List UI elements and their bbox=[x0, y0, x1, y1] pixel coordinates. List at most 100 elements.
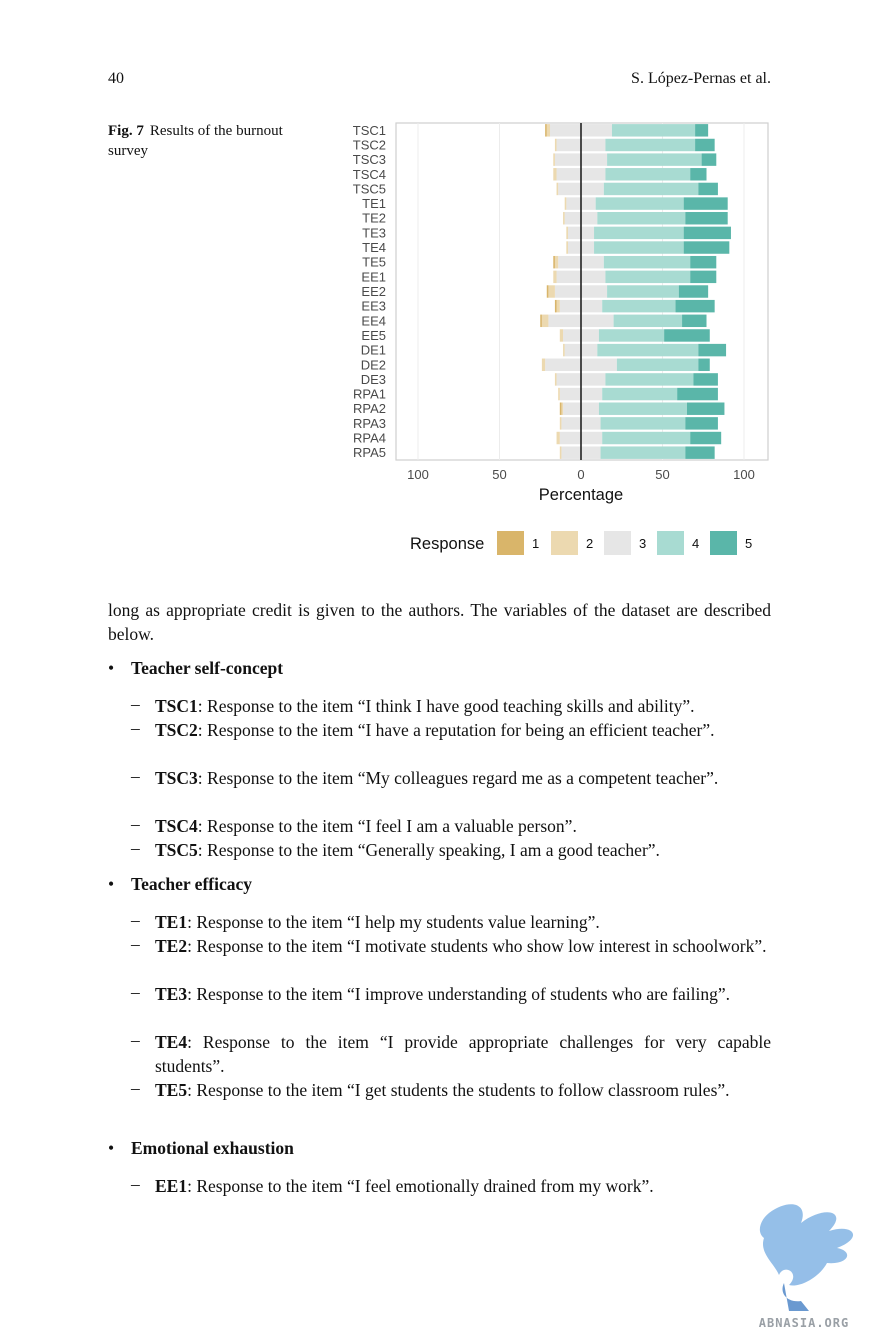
y-tick-label: DE2 bbox=[361, 357, 386, 372]
y-tick-label: TE2 bbox=[362, 211, 386, 226]
item-text: : Response to the item “I motivate stude… bbox=[187, 936, 767, 956]
bar-RPA4-response-2 bbox=[556, 431, 560, 445]
bar-TE3-response-4 bbox=[594, 226, 684, 240]
bar-EE4-response-5 bbox=[682, 314, 707, 328]
section-title: Emotional exhaustion bbox=[131, 1138, 294, 1158]
item-code: TSC5 bbox=[155, 840, 198, 860]
legend-label: 1 bbox=[532, 536, 539, 551]
bar-EE5-response-5 bbox=[664, 329, 710, 342]
item-text: : Response to the item “I feel emotional… bbox=[187, 1176, 654, 1196]
y-tick-label: RPA4 bbox=[353, 431, 386, 446]
bar-TE5-response-1 bbox=[553, 255, 555, 269]
bar-TE2-response-4 bbox=[597, 212, 686, 225]
y-tick-label: EE2 bbox=[361, 284, 386, 299]
bar-RPA4-response-4 bbox=[602, 431, 691, 445]
bar-TSC1-response-5 bbox=[695, 124, 709, 137]
bar-DE2-response-2 bbox=[541, 358, 546, 371]
bar-TSC4-response-4 bbox=[605, 168, 691, 181]
bar-TSC2-response-5 bbox=[695, 138, 715, 152]
bar-RPA5-response-4 bbox=[600, 446, 686, 459]
item-code: TSC3 bbox=[155, 768, 198, 788]
item-text: : Response to the item “I provide approp… bbox=[155, 1032, 771, 1076]
bar-EE4-response-1 bbox=[540, 314, 542, 328]
bar-EE3-response-5 bbox=[675, 299, 715, 313]
bar-RPA2-response-2 bbox=[561, 402, 564, 415]
section-title: Teacher self-concept bbox=[131, 658, 284, 678]
list-item: TSC3: Response to the item “My colleague… bbox=[155, 766, 771, 790]
dash: – bbox=[131, 718, 140, 738]
bar-EE3-response-2 bbox=[556, 299, 560, 313]
bar-EE5-response-2 bbox=[559, 329, 564, 342]
bar-DE3-response-4 bbox=[605, 373, 694, 386]
bar-EE1-response-5 bbox=[690, 270, 717, 284]
item-code: TE5 bbox=[155, 1080, 188, 1100]
y-tick-label: TSC2 bbox=[353, 137, 386, 152]
legend-title: Response bbox=[410, 535, 484, 553]
item-text: : Response to the item “Generally speaki… bbox=[197, 840, 660, 860]
bar-EE2-response-4 bbox=[607, 285, 679, 298]
bar-TSC3-response-4 bbox=[607, 153, 702, 166]
bar-TE3-response-5 bbox=[683, 226, 731, 240]
legend-swatch-1 bbox=[497, 531, 524, 555]
bar-TE4-response-5 bbox=[683, 241, 730, 254]
x-tick-label: 0 bbox=[577, 467, 584, 482]
y-tick-label: RPA1 bbox=[353, 387, 386, 402]
bar-RPA4-response-5 bbox=[690, 431, 722, 445]
bar-EE1-response-4 bbox=[605, 270, 691, 284]
dash: – bbox=[131, 694, 140, 714]
dash: – bbox=[131, 982, 140, 1002]
bar-DE2-response-4 bbox=[616, 358, 699, 371]
figure-label: Fig. 7 bbox=[108, 123, 144, 139]
bar-TE4-response-4 bbox=[594, 241, 684, 254]
item-text: : Response to the item “I help my studen… bbox=[187, 912, 600, 932]
x-tick-label: 50 bbox=[492, 467, 506, 482]
item-text: : Response to the item “I feel I am a va… bbox=[197, 816, 577, 836]
bar-RPA2-response-1 bbox=[559, 402, 562, 415]
bar-TSC4-response-5 bbox=[690, 168, 707, 181]
dash: – bbox=[131, 1078, 140, 1098]
item-text: : Response to the item “I think I have g… bbox=[197, 696, 695, 716]
y-tick-label: DE3 bbox=[361, 372, 386, 387]
legend-swatch-2 bbox=[551, 531, 578, 555]
bar-EE1-response-2 bbox=[553, 270, 557, 284]
likert-chart: TSC1TSC2TSC3TSC4TSC5TE1TE2TE3TE4TE5EE1EE… bbox=[353, 122, 769, 555]
list-item: TSC1: Response to the item “I think I ha… bbox=[155, 694, 771, 718]
bar-RPA1-response-4 bbox=[602, 387, 678, 401]
bar-DE1-response-2 bbox=[563, 343, 565, 357]
dash: – bbox=[131, 766, 140, 786]
item-code: EE1 bbox=[155, 1176, 188, 1196]
page-number: 40 bbox=[108, 70, 124, 87]
bar-TE1-response-4 bbox=[595, 197, 684, 210]
bar-TE5-response-4 bbox=[603, 255, 691, 269]
bar-TSC5-response-2 bbox=[556, 182, 559, 196]
y-tick-label: EE4 bbox=[361, 313, 386, 328]
item-code: TE3 bbox=[155, 984, 188, 1004]
bar-RPA2-response-4 bbox=[598, 402, 687, 415]
bar-RPA5-response-2 bbox=[559, 446, 562, 459]
bar-TSC2-response-4 bbox=[605, 138, 696, 152]
y-tick-label: RPA3 bbox=[353, 416, 386, 431]
running-header-authors: S. López-Pernas et al. bbox=[631, 70, 771, 87]
legend-label: 2 bbox=[586, 536, 593, 551]
bar-TE2-response-5 bbox=[685, 212, 728, 225]
bar-EE4-response-4 bbox=[613, 314, 683, 328]
bar-DE1-response-5 bbox=[698, 343, 727, 357]
bar-RPA3-response-2 bbox=[559, 417, 562, 430]
section-title: Teacher efficacy bbox=[131, 874, 252, 894]
x-tick-label: 100 bbox=[407, 467, 429, 482]
bar-TSC5-response-5 bbox=[698, 182, 718, 196]
bar-TSC1-response-4 bbox=[611, 124, 696, 137]
dash: – bbox=[131, 910, 140, 930]
plot-panel bbox=[395, 122, 769, 461]
bar-TSC5-response-4 bbox=[603, 182, 699, 196]
y-tick-label: TSC1 bbox=[353, 123, 386, 138]
legend-label: 5 bbox=[745, 536, 752, 551]
bar-RPA1-response-5 bbox=[677, 387, 718, 401]
item-text: : Response to the item “I get students t… bbox=[187, 1080, 730, 1100]
bullet: • bbox=[108, 658, 115, 678]
y-tick-label: TE4 bbox=[362, 240, 386, 255]
bar-RPA3-response-4 bbox=[600, 417, 686, 430]
figure-caption: Fig. 7 Results of the burnout survey bbox=[108, 121, 323, 161]
dash: – bbox=[131, 1030, 140, 1050]
y-tick-label: EE5 bbox=[361, 328, 386, 343]
